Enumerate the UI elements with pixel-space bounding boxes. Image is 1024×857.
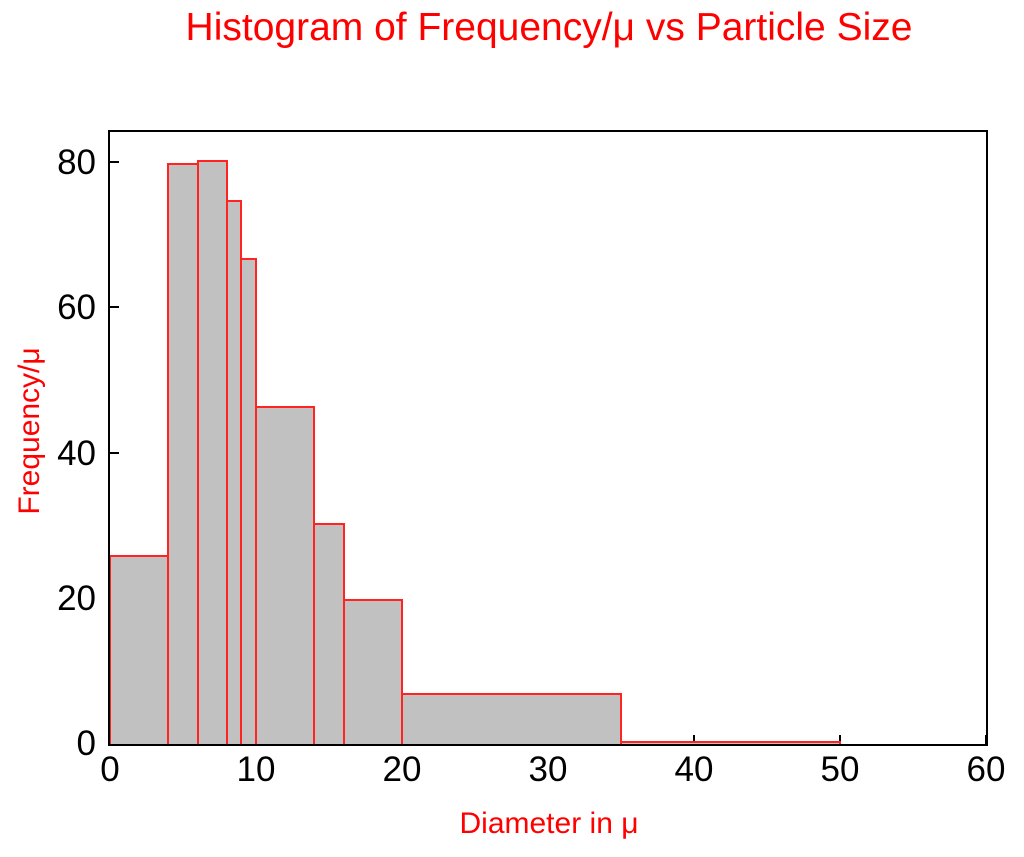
y-tick-label-80: 80 <box>57 143 96 183</box>
chart-title: Histogram of Frequency/μ vs Particle Siz… <box>185 6 913 49</box>
x-tick-label-10: 10 <box>236 750 276 789</box>
x-tick-label-30: 30 <box>528 750 568 789</box>
x-tick-label-20: 20 <box>382 750 422 789</box>
histogram-bar-6-8 <box>196 160 228 744</box>
x-tick-label-40: 40 <box>674 750 714 789</box>
x-tick-label-0: 0 <box>100 750 120 789</box>
histogram-bar-35-50 <box>620 741 841 744</box>
x-tick-label-50: 50 <box>820 750 860 789</box>
histogram-bar-20-35 <box>401 693 622 744</box>
x-axis-label: Diameter in μ <box>459 807 639 840</box>
y-tick-label-40: 40 <box>57 433 96 473</box>
histogram-bar-16-20 <box>342 599 403 744</box>
y-axis-label: Frequency/μ <box>13 347 46 515</box>
x-tick-label-60: 60 <box>966 750 1006 789</box>
y-tick-label-60: 60 <box>57 288 96 328</box>
plot-area <box>109 132 987 744</box>
y-tick-label-0: 0 <box>76 724 96 763</box>
histogram-bar-4-6 <box>167 163 199 744</box>
x-tick-50 <box>839 735 841 744</box>
y-tick-label-20: 20 <box>57 578 96 618</box>
y-tick-60 <box>110 306 119 309</box>
y-tick-40 <box>110 451 119 454</box>
x-tick-60 <box>985 735 987 744</box>
x-tick-40 <box>693 735 695 744</box>
histogram-bar-10-14 <box>255 406 316 744</box>
y-tick-80 <box>110 161 119 164</box>
histogram-bar-14-16 <box>313 523 345 744</box>
histogram-bar-0-4 <box>109 555 170 744</box>
